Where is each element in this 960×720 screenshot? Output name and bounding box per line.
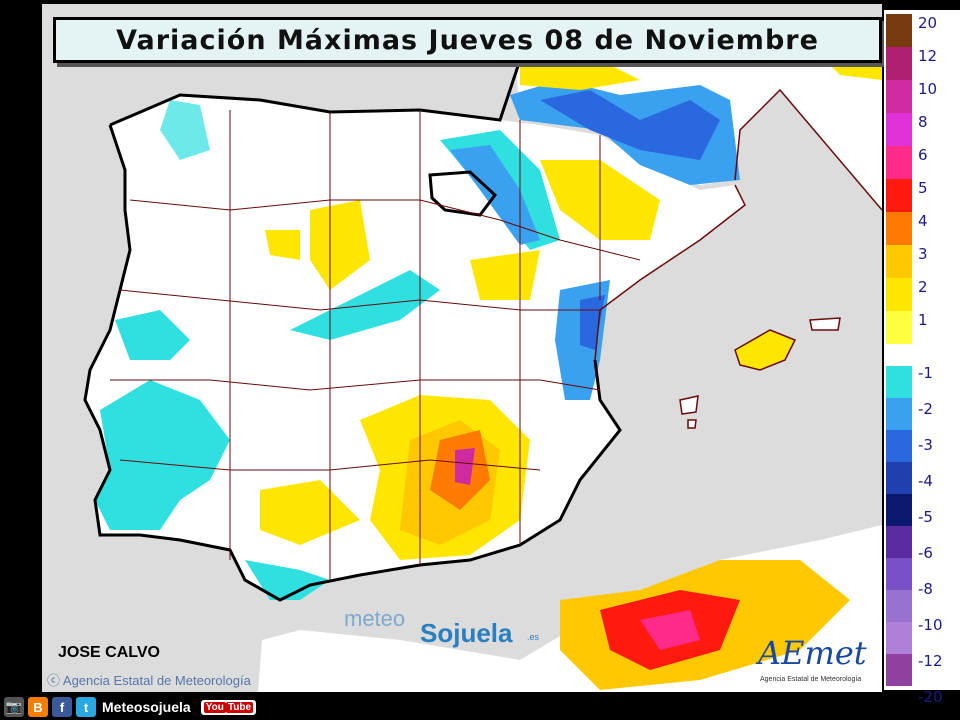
legend-swatch-warm <box>886 278 912 311</box>
cold-area-south <box>245 560 330 600</box>
legend-swatch-warm <box>886 245 912 278</box>
legend-label: 8 <box>918 113 928 131</box>
legend-label: 3 <box>918 245 928 263</box>
legend-label: -3 <box>918 436 933 454</box>
legend-label: 12 <box>918 47 938 65</box>
copyright-icon: ⓒ <box>47 673 63 688</box>
legend-swatch-warm <box>886 80 912 113</box>
legend-label: -4 <box>918 472 933 490</box>
social-bar: 📷 B f t Meteosojuela You Tube <box>0 694 262 720</box>
legend-swatch-cold <box>886 590 912 622</box>
social-handle: Meteosojuela <box>102 699 191 715</box>
legend-label: 1 <box>918 311 928 329</box>
legend-label: 10 <box>918 80 938 98</box>
watermark-meteo: meteo <box>344 606 406 631</box>
legend-swatch-cold <box>886 398 912 430</box>
legend-label: -10 <box>918 616 943 634</box>
legend-swatch-warm <box>886 311 912 344</box>
legend-swatch-cold <box>886 526 912 558</box>
warm-area-north <box>310 200 370 290</box>
color-legend: 20 12 10 8 6 5 4 3 2 1 -1 -2 -3 -4 -5 -6 -8 -10 -12 -20 <box>884 10 960 706</box>
legend-swatch-cold <box>886 494 912 526</box>
legend-label: 6 <box>918 146 928 164</box>
legend-label: -20 <box>918 688 943 706</box>
legend-swatch-cold <box>886 654 912 686</box>
warm-area-sw <box>260 480 360 545</box>
legend-label: -12 <box>918 652 943 670</box>
cold-area-west2 <box>115 310 190 360</box>
legend-swatch-warm <box>886 146 912 179</box>
legend-swatch-warm <box>886 14 912 47</box>
blogger-icon[interactable]: B <box>28 697 48 717</box>
legend-swatch-cold <box>886 622 912 654</box>
watermark-suffix: .es <box>527 632 540 642</box>
author-credit: JOSE CALVO <box>58 644 160 661</box>
cold-area-pyrenees-dark <box>540 90 720 160</box>
youtube-icon[interactable]: You Tube <box>200 699 257 715</box>
formentera-island <box>687 419 697 429</box>
legend-label: 5 <box>918 179 928 197</box>
france-coastline <box>734 88 882 211</box>
iberia-coastline-east <box>594 184 746 361</box>
legend-swatch-warm <box>886 212 912 245</box>
legend-swatch-warm <box>886 47 912 80</box>
legend-swatch-cold <box>886 558 912 590</box>
legend-label: -2 <box>918 400 933 418</box>
iberia-coastline-south <box>83 124 622 602</box>
twitter-icon[interactable]: t <box>76 697 96 717</box>
warm-area-france <box>520 60 640 90</box>
legend-swatch-cold <box>886 430 912 462</box>
temperature-map <box>42 4 882 692</box>
agency-credit: ⓒ Agencia Estatal de Meteorología <box>47 673 251 688</box>
warm-area-center <box>470 250 540 300</box>
province-borders <box>110 110 641 580</box>
mallorca-island <box>734 329 797 371</box>
menorca-island <box>809 317 841 331</box>
legend-label: -6 <box>918 544 933 562</box>
warm-area-west-north <box>265 230 300 260</box>
aemet-logo-subtitle: Agencia Estatal de Meteorología <box>760 676 862 683</box>
cold-area-west <box>95 380 230 530</box>
legend-label: 20 <box>918 14 938 32</box>
camera-icon[interactable]: 📷 <box>4 697 24 717</box>
map-frame <box>42 4 882 692</box>
map-title-box: Variación Máximas Jueves 08 de Noviembre <box>53 17 882 63</box>
aemet-logo-text: AEmet <box>758 634 867 672</box>
legend-label: 4 <box>918 212 928 230</box>
ibiza-island <box>679 395 699 415</box>
legend-swatch-warm <box>886 113 912 146</box>
map-title: Variación Máximas Jueves 08 de Noviembre <box>116 24 819 56</box>
aemet-logo: AEmet Agencia Estatal de Meteorología <box>750 628 874 688</box>
cold-area-levante-dark <box>580 295 605 350</box>
legend-label: -5 <box>918 508 933 526</box>
legend-label: 2 <box>918 278 928 296</box>
watermark-sojuela: Sojuela <box>420 618 513 648</box>
legend-swatch-cold <box>886 462 912 494</box>
legend-label: -8 <box>918 580 933 598</box>
legend-swatch-warm <box>886 179 912 212</box>
cold-area-nw <box>160 100 210 160</box>
legend-swatch-cold <box>886 366 912 398</box>
legend-label: -1 <box>918 364 933 382</box>
warm-area-africa-magenta <box>640 610 700 650</box>
warm-area-south-magenta <box>455 448 475 485</box>
facebook-icon[interactable]: f <box>52 697 72 717</box>
